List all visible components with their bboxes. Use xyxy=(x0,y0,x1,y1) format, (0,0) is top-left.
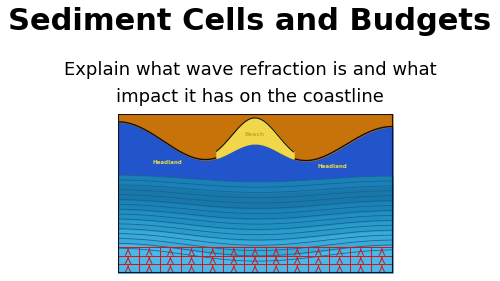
Text: Explain what wave refraction is and what: Explain what wave refraction is and what xyxy=(64,61,436,79)
Text: Sediment Cells and Budgets: Sediment Cells and Budgets xyxy=(8,7,492,36)
Text: impact it has on the coastline: impact it has on the coastline xyxy=(116,88,384,106)
Text: Headland: Headland xyxy=(152,160,182,165)
Text: Beach: Beach xyxy=(245,132,265,137)
Text: Headland: Headland xyxy=(317,164,347,169)
